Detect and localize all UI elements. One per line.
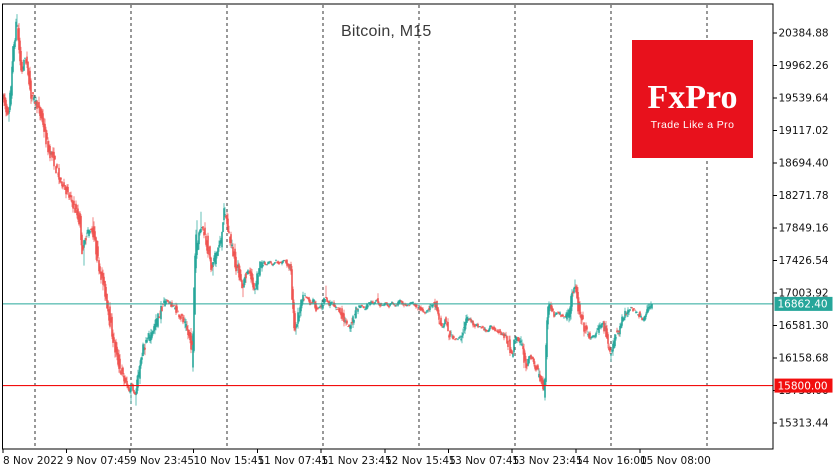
time-tick-label: 11 Nov 07:45 bbox=[258, 455, 329, 467]
price-tick-label: 19962.26 bbox=[779, 60, 829, 72]
price-tick-label: 17003.92 bbox=[779, 288, 829, 300]
time-tick-label: 14 Nov 16:00 bbox=[576, 455, 647, 467]
current-price-badge-text: 16862.40 bbox=[778, 299, 828, 311]
price-tick-label: 18271.78 bbox=[779, 190, 829, 202]
time-tick-label: 12 Nov 15:45 bbox=[385, 455, 456, 467]
alert-price-badge: 15800.00 bbox=[774, 378, 833, 393]
current-price-badge: 16862.40 bbox=[774, 296, 833, 311]
price-tick-label: 18694.40 bbox=[779, 158, 829, 170]
time-tick-label: 10 Nov 15:45 bbox=[194, 455, 265, 467]
fxpro-logo: FxPro Trade Like a Pro bbox=[632, 40, 753, 158]
price-tick-label: 19117.02 bbox=[779, 125, 829, 137]
price-tick-label: 17849.16 bbox=[779, 223, 829, 235]
price-axis: 20384.88 19962.26 19539.64 19117.02 18694.40… bbox=[773, 28, 829, 430]
alert-price-badge-text: 15800.00 bbox=[778, 380, 828, 392]
price-tick-label: 16158.68 bbox=[779, 353, 829, 365]
time-tick-label: 13 Nov 07:45 bbox=[449, 455, 520, 467]
price-tick-label: 19539.64 bbox=[779, 93, 829, 105]
time-axis: 8 Nov 2022 9 Nov 07:45 9 Nov 23:45 10 Nov 1… bbox=[2, 449, 711, 467]
time-tick-label: 13 Nov 23:45 bbox=[512, 455, 583, 467]
time-tick-label: 9 Nov 07:45 bbox=[67, 455, 131, 467]
price-tick-label: 15313.44 bbox=[779, 418, 829, 430]
price-tick-label: 16581.30 bbox=[779, 320, 829, 332]
fxpro-logo-brand-text: FxPro bbox=[647, 79, 738, 116]
time-tick-label: 8 Nov 2022 bbox=[3, 455, 64, 467]
chart-title: Bitcoin, M15 bbox=[341, 23, 432, 40]
candles-layer[interactable] bbox=[2, 14, 653, 406]
time-tick-label: 9 Nov 23:45 bbox=[130, 455, 194, 467]
price-tick-label: 20384.88 bbox=[779, 28, 829, 40]
time-tick-label: 11 Nov 23:45 bbox=[321, 455, 392, 467]
fxpro-logo-tagline: Trade Like a Pro bbox=[650, 119, 735, 131]
down-candle-bodies bbox=[3, 28, 643, 395]
plot-border bbox=[2, 3, 774, 450]
price-tick-label: 17426.54 bbox=[779, 255, 829, 267]
time-tick-label: 15 Nov 08:00 bbox=[640, 455, 711, 467]
